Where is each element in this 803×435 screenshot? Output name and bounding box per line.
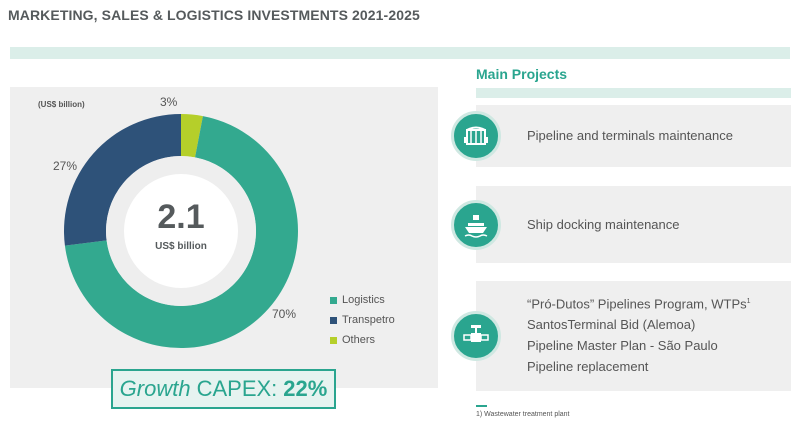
footnote-bar [476, 405, 487, 407]
pipeline-valve-icon [451, 311, 501, 361]
growth-prefix: Growth [119, 376, 191, 401]
pipeline-terminal-icon [451, 111, 501, 161]
donut-center-disc [124, 174, 238, 288]
project-label: Pipeline and terminals maintenance [527, 128, 733, 143]
project-line: SantosTerminal Bid (Alemoa) [527, 317, 696, 333]
donut-slice-transpetro [63, 114, 181, 246]
project-lines: “Pró-Dutos” Pipelines Program, WTPs1 San… [527, 291, 751, 377]
chart-legend: Logistics Transpetro Others [330, 290, 395, 350]
footnote: 1) Wastewater treatment plant [476, 411, 570, 418]
pct-label-logistics: 70% [272, 307, 297, 321]
donut-slice-logistics [64, 116, 298, 349]
project-line: “Pró-Dutos” Pipelines Program, WTPs1 [527, 291, 751, 314]
ship-icon [451, 200, 501, 250]
unit-label: (US$ billion) [38, 100, 85, 109]
project-card: Ship docking maintenance [451, 186, 791, 263]
legend-label: Transpetro [342, 314, 395, 326]
header-bar [10, 47, 790, 59]
main-projects-bar [476, 88, 791, 98]
legend-swatch [330, 336, 337, 344]
donut-slice-others [181, 114, 203, 158]
legend-label: Others [342, 334, 376, 346]
legend-item-others: Others [330, 330, 395, 350]
legend-item-logistics: Logistics [330, 290, 395, 310]
project-card: “Pró-Dutos” Pipelines Program, WTPs1 San… [451, 281, 791, 391]
pct-label-others: 3% [160, 95, 178, 109]
page-title: MARKETING, SALES & LOGISTICS INVESTMENTS… [8, 7, 420, 23]
main-projects-title: Main Projects [476, 66, 568, 82]
legend-item-transpetro: Transpetro [330, 310, 395, 330]
project-card: Pipeline and terminals maintenance [451, 105, 791, 167]
center-unit: US$ billion [155, 241, 207, 252]
project-line: Pipeline replacement [527, 359, 649, 375]
growth-value: 22% [283, 376, 328, 401]
footnote-marker: 1 [746, 298, 751, 305]
growth-metric: CAPEX: [196, 376, 278, 401]
legend-swatch [330, 296, 337, 304]
legend-label: Logistics [342, 294, 385, 306]
project-line-text: “Pró-Dutos” Pipelines Program, WTPs [527, 296, 747, 312]
center-value: 2.1 [157, 198, 204, 236]
growth-capex-box: Growth CAPEX: 22% [111, 369, 336, 409]
legend-swatch [330, 316, 337, 324]
project-label: Ship docking maintenance [527, 217, 680, 232]
project-line: Pipeline Master Plan - São Paulo [527, 338, 718, 354]
pct-label-transpetro: 27% [53, 159, 78, 173]
